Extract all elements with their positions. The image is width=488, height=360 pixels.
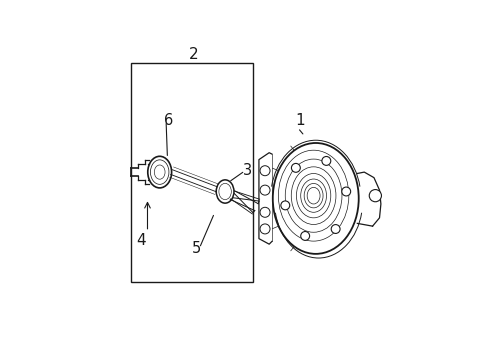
Circle shape [300,231,309,240]
Circle shape [260,224,269,234]
Ellipse shape [216,180,233,203]
Circle shape [330,225,339,233]
Circle shape [260,166,269,176]
Circle shape [368,190,381,202]
Circle shape [341,187,350,196]
Text: 5: 5 [192,241,201,256]
Ellipse shape [216,188,222,195]
Circle shape [280,201,289,210]
Ellipse shape [272,143,358,254]
Text: 6: 6 [164,113,173,128]
Text: 4: 4 [136,233,145,248]
Circle shape [260,207,269,217]
Circle shape [321,157,330,165]
Ellipse shape [219,186,225,197]
Text: 1: 1 [295,113,305,128]
Ellipse shape [147,156,171,188]
Circle shape [291,163,300,172]
Bar [131,63,253,282]
Circle shape [260,185,269,195]
Text: 2: 2 [188,47,198,62]
Text: 3: 3 [243,163,252,178]
